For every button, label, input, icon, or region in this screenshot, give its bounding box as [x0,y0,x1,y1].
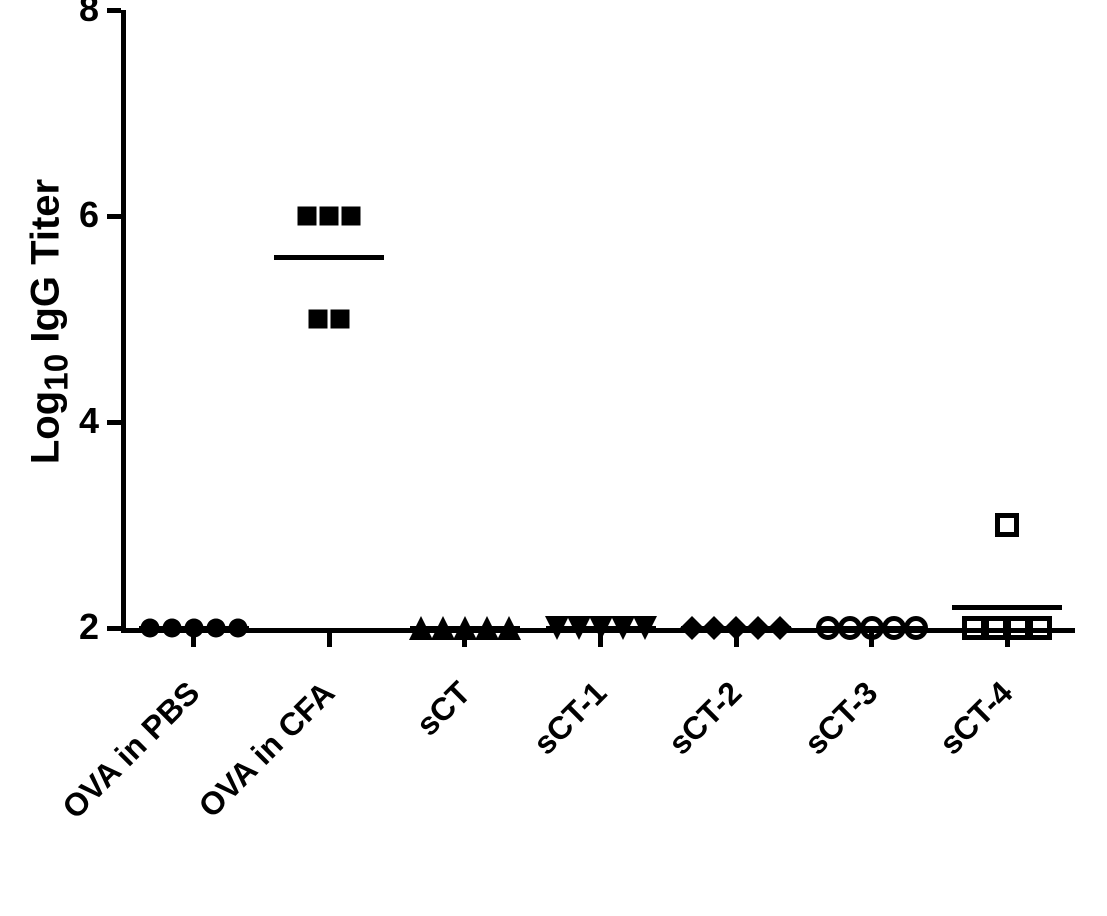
data-point [306,307,330,331]
y-tick-label: 2 [79,606,99,648]
chart-container: Log10 IgG Titer 2468OVA in PBSOVA in CFA… [0,0,1107,916]
data-point [633,616,657,640]
data-point [984,616,1008,640]
data-point [431,616,455,640]
data-point [182,616,206,640]
data-point [882,616,906,640]
data-point [611,616,635,640]
y-tick-label: 4 [79,400,99,442]
data-point [768,616,792,640]
data-point [226,616,250,640]
data-point [680,616,704,640]
data-point [962,616,986,640]
y-tick [107,420,121,425]
mean-line [952,605,1062,610]
data-point [160,616,184,640]
data-point [409,616,433,640]
mean-line [274,255,384,260]
data-point [567,616,591,640]
data-point [746,616,770,640]
data-point [295,204,319,228]
data-point [497,616,521,640]
data-point [702,616,726,640]
data-point [995,513,1019,537]
data-point [328,307,352,331]
data-point [317,204,341,228]
data-point [475,616,499,640]
y-axis-line [121,10,126,633]
y-axis-label: Log10 IgG Titer [24,162,77,482]
data-point [339,204,363,228]
data-point [204,616,228,640]
data-point [545,616,569,640]
data-point [138,616,162,640]
data-point [724,616,748,640]
x-tick [327,633,332,647]
data-point [453,616,477,640]
data-point [904,616,928,640]
data-point [860,616,884,640]
data-point [816,616,840,640]
data-point [589,616,613,640]
data-point [1006,616,1030,640]
y-tick-label: 6 [79,194,99,236]
y-tick-label: 8 [79,0,99,30]
data-point [1028,616,1052,640]
y-tick [107,214,121,219]
y-tick [107,8,121,13]
y-tick [107,626,121,631]
data-point [838,616,862,640]
